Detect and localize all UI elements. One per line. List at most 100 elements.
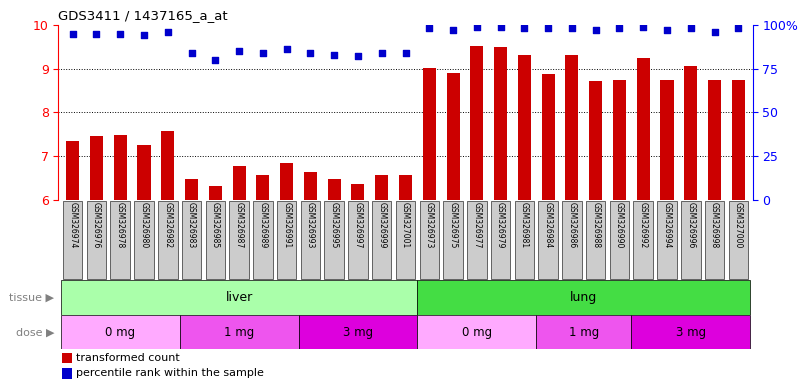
FancyBboxPatch shape (372, 201, 392, 279)
Text: GSM326998: GSM326998 (710, 202, 719, 248)
Bar (565, 55, 578, 200)
Bar (684, 66, 697, 200)
Text: GSM326988: GSM326988 (591, 202, 600, 248)
Point (256, 50, 269, 56)
FancyBboxPatch shape (230, 201, 249, 279)
Text: GSM326979: GSM326979 (496, 202, 505, 248)
Bar (660, 80, 674, 200)
FancyBboxPatch shape (633, 201, 653, 279)
Text: GSM326995: GSM326995 (330, 202, 339, 248)
FancyBboxPatch shape (205, 201, 225, 279)
FancyBboxPatch shape (182, 201, 201, 279)
Point (67, 31, 79, 37)
Point (399, 50, 412, 56)
FancyBboxPatch shape (253, 201, 272, 279)
Text: GSM326985: GSM326985 (211, 202, 220, 248)
Text: GSM326973: GSM326973 (425, 202, 434, 248)
FancyBboxPatch shape (419, 201, 439, 279)
Bar (90, 136, 103, 200)
Bar (256, 175, 269, 200)
FancyBboxPatch shape (87, 201, 106, 279)
Text: GSM327000: GSM327000 (734, 202, 743, 248)
FancyBboxPatch shape (298, 315, 418, 349)
Text: GSM326986: GSM326986 (568, 202, 577, 248)
Text: liver: liver (225, 291, 253, 304)
FancyBboxPatch shape (631, 315, 750, 349)
Point (304, 50, 317, 56)
FancyBboxPatch shape (301, 201, 320, 279)
FancyBboxPatch shape (110, 201, 130, 279)
FancyBboxPatch shape (444, 201, 463, 279)
FancyBboxPatch shape (277, 201, 296, 279)
FancyBboxPatch shape (180, 315, 298, 349)
Text: GSM326983: GSM326983 (187, 202, 196, 248)
Text: GSM326990: GSM326990 (615, 202, 624, 248)
Text: GSM326980: GSM326980 (139, 202, 148, 248)
Point (138, 32, 151, 38)
FancyBboxPatch shape (348, 201, 367, 279)
Bar (280, 162, 293, 200)
Text: GSM326993: GSM326993 (306, 202, 315, 248)
Point (90, 31, 103, 37)
FancyBboxPatch shape (61, 280, 418, 315)
Text: GSM326997: GSM326997 (354, 202, 363, 248)
FancyBboxPatch shape (681, 201, 701, 279)
Point (470, 24, 483, 30)
Text: transformed count: transformed count (75, 353, 179, 363)
Bar (637, 58, 650, 200)
Bar (328, 179, 341, 200)
Text: GSM326974: GSM326974 (68, 202, 77, 248)
Bar (423, 68, 436, 200)
Text: 1 mg: 1 mg (224, 326, 254, 339)
Text: GSM327001: GSM327001 (401, 202, 410, 248)
Bar (62, 368, 72, 379)
Point (161, 29, 174, 35)
FancyBboxPatch shape (705, 201, 724, 279)
Text: 1 mg: 1 mg (569, 326, 599, 339)
Point (542, 25, 555, 31)
Text: GSM326994: GSM326994 (663, 202, 672, 248)
Text: GDS3411 / 1437165_a_at: GDS3411 / 1437165_a_at (58, 9, 228, 22)
Text: 3 mg: 3 mg (676, 326, 706, 339)
Text: GSM326978: GSM326978 (116, 202, 125, 248)
Point (233, 48, 246, 54)
Point (637, 24, 650, 30)
Text: GSM326996: GSM326996 (686, 202, 695, 248)
Point (185, 50, 198, 56)
FancyBboxPatch shape (467, 201, 487, 279)
Bar (114, 136, 127, 200)
Bar (399, 175, 412, 200)
Text: GSM326989: GSM326989 (259, 202, 268, 248)
Text: GSM326987: GSM326987 (234, 202, 243, 248)
Text: lung: lung (570, 291, 598, 304)
FancyBboxPatch shape (63, 201, 83, 279)
Bar (161, 131, 174, 200)
Text: percentile rank within the sample: percentile rank within the sample (75, 368, 264, 378)
Text: 0 mg: 0 mg (461, 326, 492, 339)
Point (351, 53, 364, 60)
FancyBboxPatch shape (657, 201, 676, 279)
Point (708, 29, 721, 35)
FancyBboxPatch shape (61, 315, 180, 349)
Text: GSM326976: GSM326976 (92, 202, 101, 248)
Bar (518, 55, 531, 200)
FancyBboxPatch shape (491, 201, 510, 279)
Bar (137, 145, 151, 200)
Bar (304, 172, 317, 200)
Text: dose ▶: dose ▶ (16, 327, 54, 337)
Point (565, 25, 578, 31)
FancyBboxPatch shape (135, 201, 154, 279)
Text: GSM326977: GSM326977 (472, 202, 481, 248)
FancyBboxPatch shape (396, 201, 415, 279)
FancyBboxPatch shape (418, 315, 536, 349)
Point (447, 27, 460, 33)
Bar (447, 73, 460, 200)
Point (590, 27, 603, 33)
Text: GSM326981: GSM326981 (520, 202, 529, 248)
FancyBboxPatch shape (324, 201, 344, 279)
Point (660, 27, 673, 33)
Text: GSM326992: GSM326992 (639, 202, 648, 248)
Point (732, 25, 744, 31)
Bar (589, 81, 603, 200)
FancyBboxPatch shape (515, 201, 534, 279)
